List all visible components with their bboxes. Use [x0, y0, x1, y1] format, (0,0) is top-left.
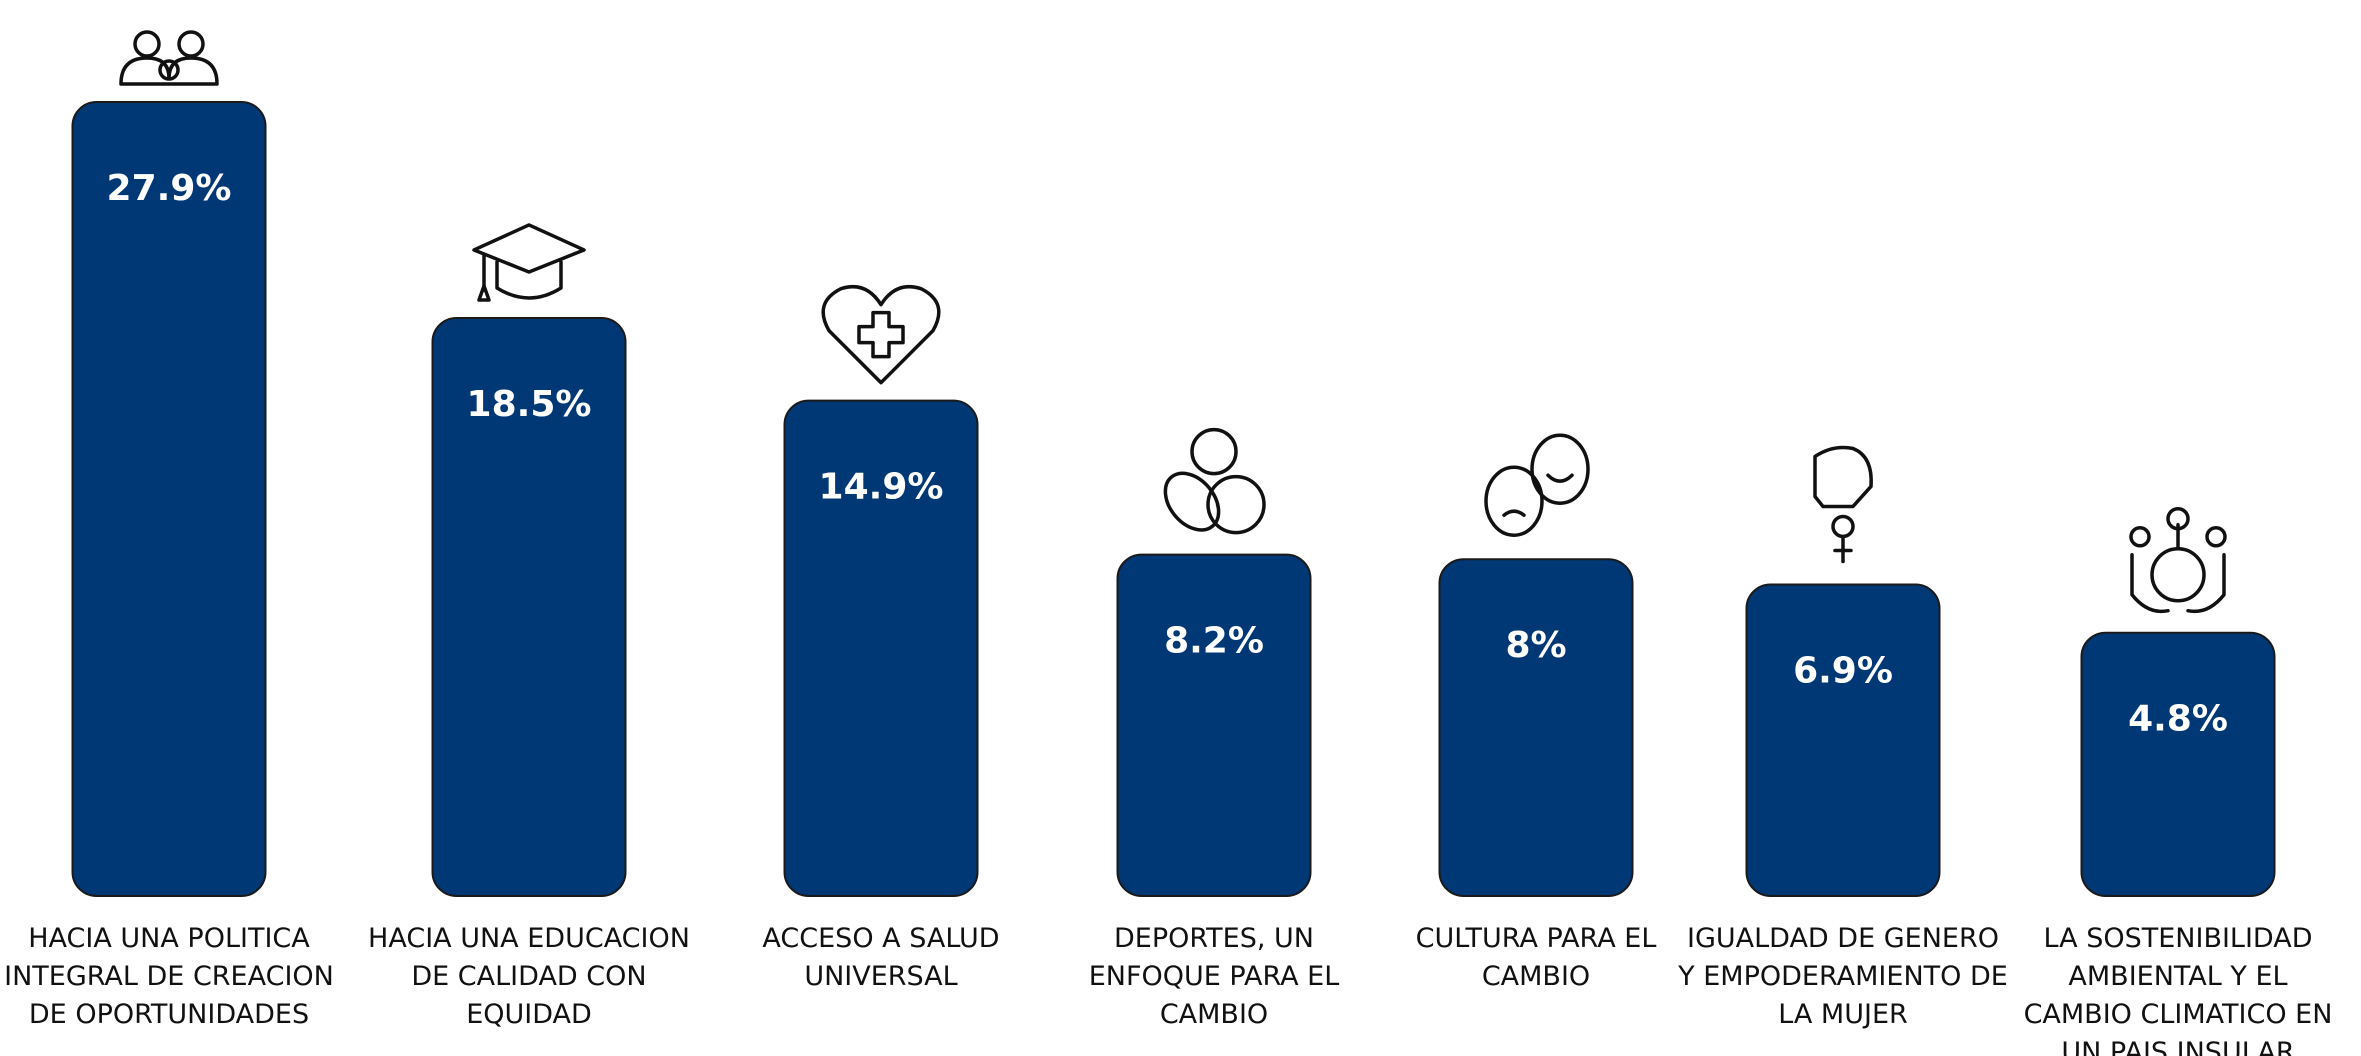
icon — [472, 223, 586, 302]
value-label: 14.9% — [819, 467, 944, 508]
icon-part — [1833, 534, 1853, 564]
category-label: LA SOSTENIBILIDAD AMBIENTAL Y EL CAMBIO … — [2023, 923, 2333, 1056]
value-label: 6.9% — [1793, 650, 1893, 691]
icon-part — [1530, 433, 1590, 505]
category-label: CULTURA PARA EL CAMBIO — [1415, 923, 1657, 992]
bar — [1438, 558, 1634, 898]
bar — [783, 399, 979, 897]
icon-part — [2129, 525, 2151, 548]
icon — [1484, 433, 1590, 537]
value-label: 8.2% — [1164, 621, 1264, 662]
icon-part — [1190, 427, 1238, 476]
bar — [431, 316, 627, 897]
icon-part — [1502, 473, 1574, 517]
category-label: HACIA UNA POLITICA INTEGRAL DE CREACION … — [4, 923, 334, 1030]
value-label: 8% — [1505, 625, 1566, 666]
icon-part — [1163, 471, 1221, 532]
icon — [2129, 506, 2227, 614]
icon — [1163, 427, 1266, 535]
icon-part — [821, 284, 941, 385]
icon-part — [1206, 474, 1266, 535]
bar — [2080, 631, 2276, 898]
icon-part — [1813, 445, 1873, 509]
icon-part — [2205, 525, 2227, 548]
icon — [1813, 445, 1873, 564]
icon-part — [1484, 465, 1544, 537]
icon-part — [472, 223, 586, 300]
category-label: HACIA UNA EDUCACION DE CALIDAD CON EQUID… — [368, 923, 690, 1030]
icon — [119, 30, 219, 86]
icon-part — [2150, 546, 2206, 603]
value-label: 4.8% — [2128, 699, 2228, 740]
icon-part — [158, 59, 180, 81]
icon-part — [2166, 506, 2190, 531]
category-label: ACCESO A SALUD UNIVERSAL — [762, 923, 1000, 992]
icon-part — [1831, 514, 1855, 539]
icon-part — [477, 284, 491, 302]
icon-part — [2130, 522, 2226, 614]
bar — [1745, 583, 1941, 898]
category-label: IGUALDAD DE GENERO Y EMPODERAMIENTO DE L… — [1678, 923, 2008, 1030]
icon-part — [177, 30, 205, 58]
value-label: 18.5% — [467, 384, 592, 425]
value-label: 27.9% — [107, 168, 232, 209]
icon — [821, 284, 941, 385]
icon-part — [133, 30, 161, 58]
icon-part — [857, 310, 905, 359]
category-label: DEPORTES, UN ENFOQUE PARA EL CAMBIO — [1088, 923, 1340, 1030]
bar — [1116, 553, 1312, 897]
icon-part — [119, 56, 219, 86]
bar — [71, 101, 267, 897]
